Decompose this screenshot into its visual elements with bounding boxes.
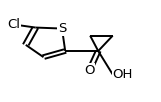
Text: O: O <box>84 64 95 77</box>
Text: S: S <box>58 22 66 35</box>
Text: Cl: Cl <box>7 18 20 31</box>
Text: OH: OH <box>113 68 133 81</box>
